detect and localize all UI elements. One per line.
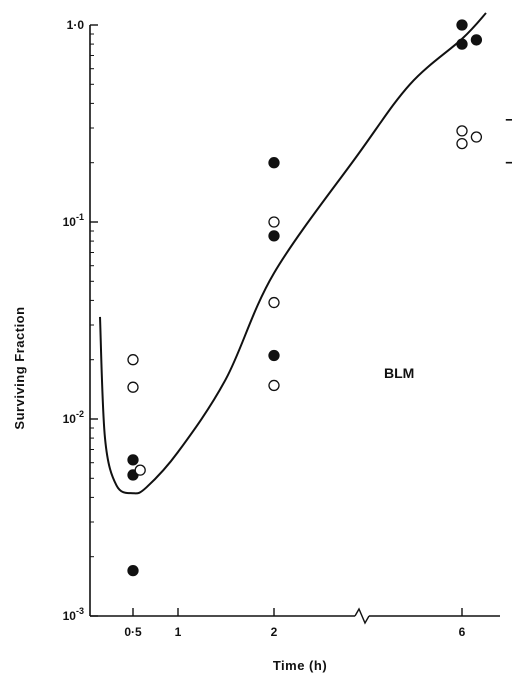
y-axis-title: Surviving Fraction [12,306,27,429]
fit-curve-layer [99,12,487,495]
fit-curve [99,12,487,495]
open-data-point [456,125,468,137]
blm-annotation: BLM [384,365,414,381]
x-axis-title: Time (h) [273,658,327,673]
open-data-point [268,379,280,392]
x-tick-label: 2 [271,625,278,639]
y-tick-label: 1·0 [67,18,85,32]
open-data-point [134,464,146,476]
filled-data-point [127,564,139,577]
x-tick-label: 6 [459,625,466,639]
filled-data-point [456,38,468,50]
filled-data-point [268,349,280,362]
open-data-point [127,381,139,393]
y-tick-label: 10-2 [63,409,84,426]
x-axis-break [354,607,370,625]
y-tick-label: 10-3 [63,606,84,623]
filled-data-point [268,157,280,169]
filled-data-point [470,34,483,46]
range-bracket [505,119,512,164]
x-tick-label: 1 [175,625,182,639]
open-data-point [268,216,280,228]
open-data-point [456,137,468,150]
open-data-point [470,131,483,143]
x-tick-label: 0·5 [124,625,142,639]
chart-axes [89,25,500,625]
data-points-layer [127,19,512,577]
y-tick-label: 10-1 [63,212,84,229]
chart-ticks: 1·0 10-1 10-2 10-3 0·5 1 2 6 [63,18,466,639]
filled-data-point [127,454,139,466]
filled-data-point [268,230,280,242]
filled-data-point [456,19,468,31]
open-data-point [268,296,280,309]
open-data-point [127,354,139,366]
